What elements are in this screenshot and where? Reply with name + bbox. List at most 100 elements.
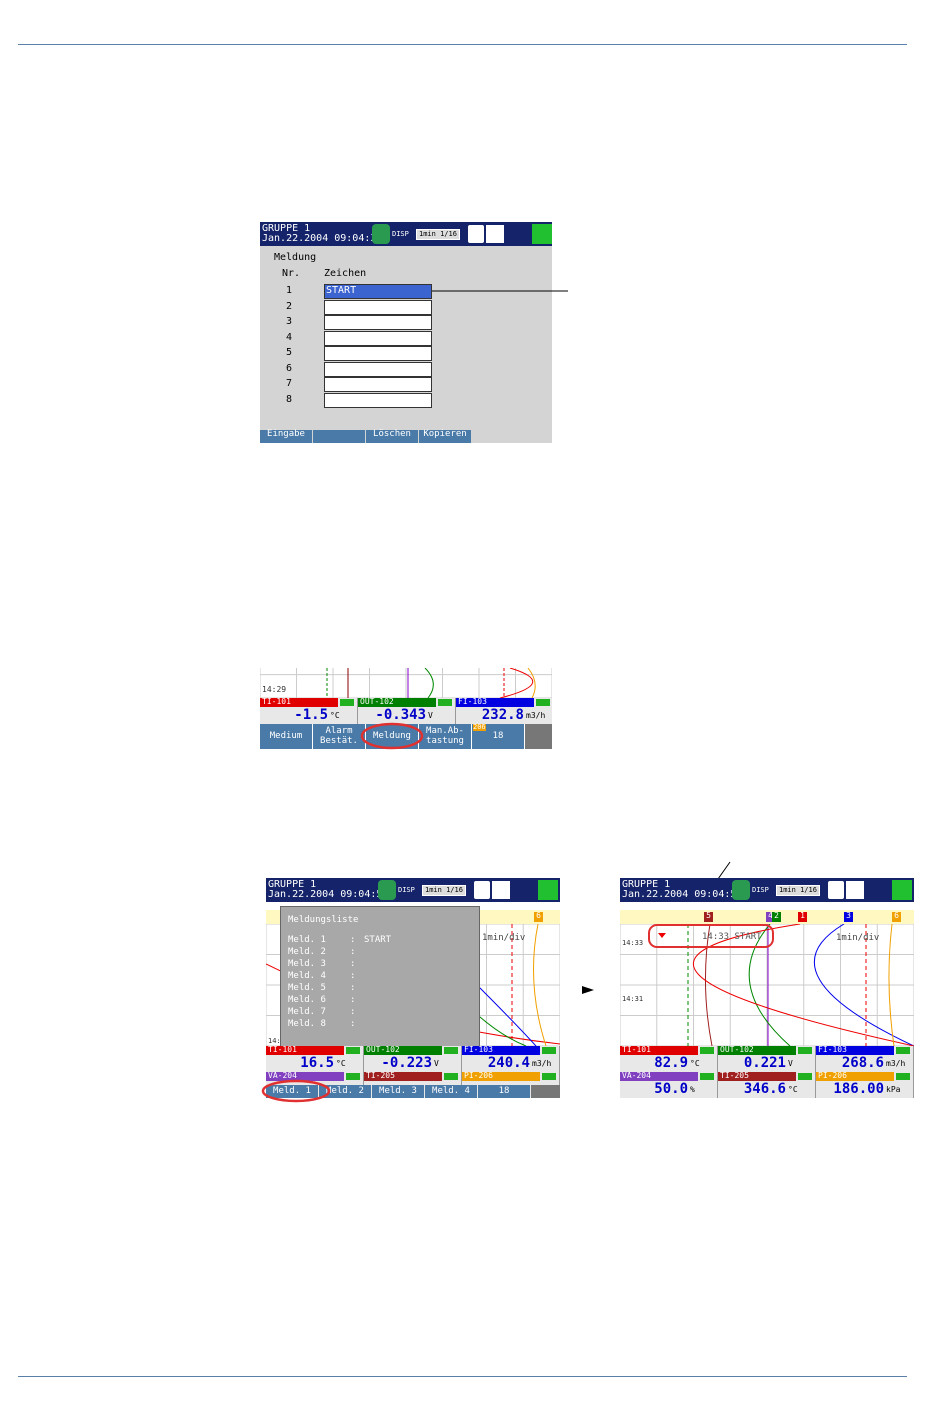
channel-value: -0.343: [375, 707, 426, 723]
row-number: 3: [286, 316, 293, 327]
level-bar: [542, 1047, 556, 1054]
channel-tag: FI-103: [462, 1046, 540, 1055]
time-label: 14:31: [622, 995, 644, 1003]
icon: [846, 881, 864, 899]
row-text: START: [326, 285, 357, 296]
channel-value: 0.221: [743, 1055, 786, 1071]
softkey[interactable]: Next 1/2: [531, 1085, 560, 1098]
row-number: 4: [286, 331, 293, 343]
channel-unit: %: [690, 1085, 695, 1094]
channel-unit: m3/h: [886, 1059, 906, 1068]
channel-value: 232.8: [481, 707, 524, 723]
alarm-icon: [892, 880, 912, 900]
channel-tag: TI-101: [620, 1046, 698, 1055]
screenshot-softkeys: 14:29 TI-101 °C -1.5 OUT-102 V -0.343 FI-103 m3/…: [260, 668, 552, 749]
channel-tag: TI-101: [266, 1046, 344, 1055]
level-bar: [542, 1073, 556, 1080]
channel-tag: VA-204: [266, 1072, 344, 1081]
disp-label: DISP: [398, 886, 415, 894]
alarm-icon: [532, 224, 552, 244]
message-label: Meld. 1: [288, 935, 326, 945]
message-label: Meld. 5: [288, 983, 326, 993]
datetime: Jan.22.2004 09:04:59: [268, 889, 389, 900]
level-bar: [444, 1047, 458, 1054]
channel-tag: PI-206: [462, 1072, 540, 1081]
channel-tag: VA-204: [620, 1072, 698, 1081]
scale-div: 1min/div: [482, 933, 526, 943]
message-label: Meld. 8: [288, 1019, 326, 1029]
header-bar: [620, 878, 914, 902]
icon: [486, 225, 504, 243]
group-name: GRUPPE 1: [622, 879, 671, 890]
header-bar: [266, 878, 560, 902]
message-label: Meld. 6: [288, 995, 326, 1005]
section-title: Meldung: [274, 252, 317, 263]
softkey[interactable]: Löschen: [366, 430, 418, 443]
channel-value: 346.6: [743, 1081, 786, 1097]
channel-unit: V: [428, 711, 433, 720]
bottom-rule: [18, 1376, 907, 1377]
channel-tag: FI-103: [456, 698, 534, 707]
row-number: 7: [286, 378, 293, 389]
media-icon: [378, 880, 396, 900]
icon: [492, 881, 510, 899]
softkey[interactable]: Man.Ab- tastung: [419, 724, 471, 749]
softkey[interactable]: Meld. 3: [372, 1085, 424, 1098]
channel-value: 50.0: [654, 1081, 688, 1097]
channel-unit: °C: [788, 1085, 798, 1094]
marker: 6: [534, 912, 543, 922]
softkey[interactable]: Meld. 1: [266, 1085, 318, 1098]
colon: :: [350, 1019, 356, 1029]
softkey[interactable]: Meld. 4: [425, 1085, 477, 1098]
text-field: [324, 361, 432, 377]
disp-label: DISP: [392, 230, 409, 238]
icon: [828, 881, 844, 899]
level-bar: [438, 699, 452, 706]
disp-label: DISP: [752, 886, 769, 894]
channel-value: 186.00: [833, 1081, 884, 1097]
text-field: [324, 392, 432, 408]
message-mark: 14:33 START: [702, 932, 762, 942]
media-icon: [372, 224, 390, 244]
channel-tag: TI-101: [260, 698, 338, 707]
screenshot-trend: GRUPPE 1 Jan.22.2004 09:04:59 DISP 1min 1/1…: [620, 878, 914, 1098]
group-name: GRUPPE 1: [262, 223, 311, 234]
scale-div: 1min/div: [836, 933, 880, 943]
level-bar: [896, 1047, 910, 1054]
icon: [474, 881, 490, 899]
row-number: 2: [286, 300, 293, 312]
channel-unit: V: [788, 1059, 793, 1068]
channel-tag: FI-103: [816, 1046, 894, 1055]
softkey[interactable]: Medium: [260, 724, 312, 749]
colon: :: [350, 971, 356, 981]
scale-box: 1min 1/16: [416, 229, 460, 240]
softkey[interactable]: Kopieren: [419, 430, 471, 443]
softkey[interactable]: 18: [478, 1085, 530, 1098]
text-field: [324, 330, 432, 346]
channel-unit: °C: [330, 711, 340, 720]
text-field: [324, 315, 432, 330]
row-number: 1: [286, 285, 293, 296]
level-bar: [798, 1047, 812, 1054]
channel-tag: OUT-102: [364, 1046, 442, 1055]
group-name: GRUPPE 1: [268, 879, 317, 890]
time-label: 14:29: [268, 1037, 290, 1045]
softkey[interactable]: Next 1/3: [525, 724, 552, 749]
level-bar: [798, 1073, 812, 1080]
alarm-icon: [538, 880, 558, 900]
colon: :: [350, 1007, 356, 1017]
pen-marker: 5: [704, 912, 713, 922]
pen-marker: 2: [772, 912, 781, 922]
pen-marker: 6: [892, 912, 901, 922]
softkey[interactable]: Eingabe: [260, 430, 312, 443]
softkey[interactable]: Alarm Bestät.: [313, 724, 365, 749]
channel-tag: OUT-102: [358, 698, 436, 707]
icon: [468, 225, 484, 243]
text-field: [324, 299, 432, 315]
row-number: 6: [286, 362, 293, 374]
softkey[interactable]: Meld. 2: [319, 1085, 371, 1098]
text-field: [324, 284, 432, 299]
level-bar: [346, 1073, 360, 1080]
channel-unit: °C: [690, 1059, 700, 1068]
